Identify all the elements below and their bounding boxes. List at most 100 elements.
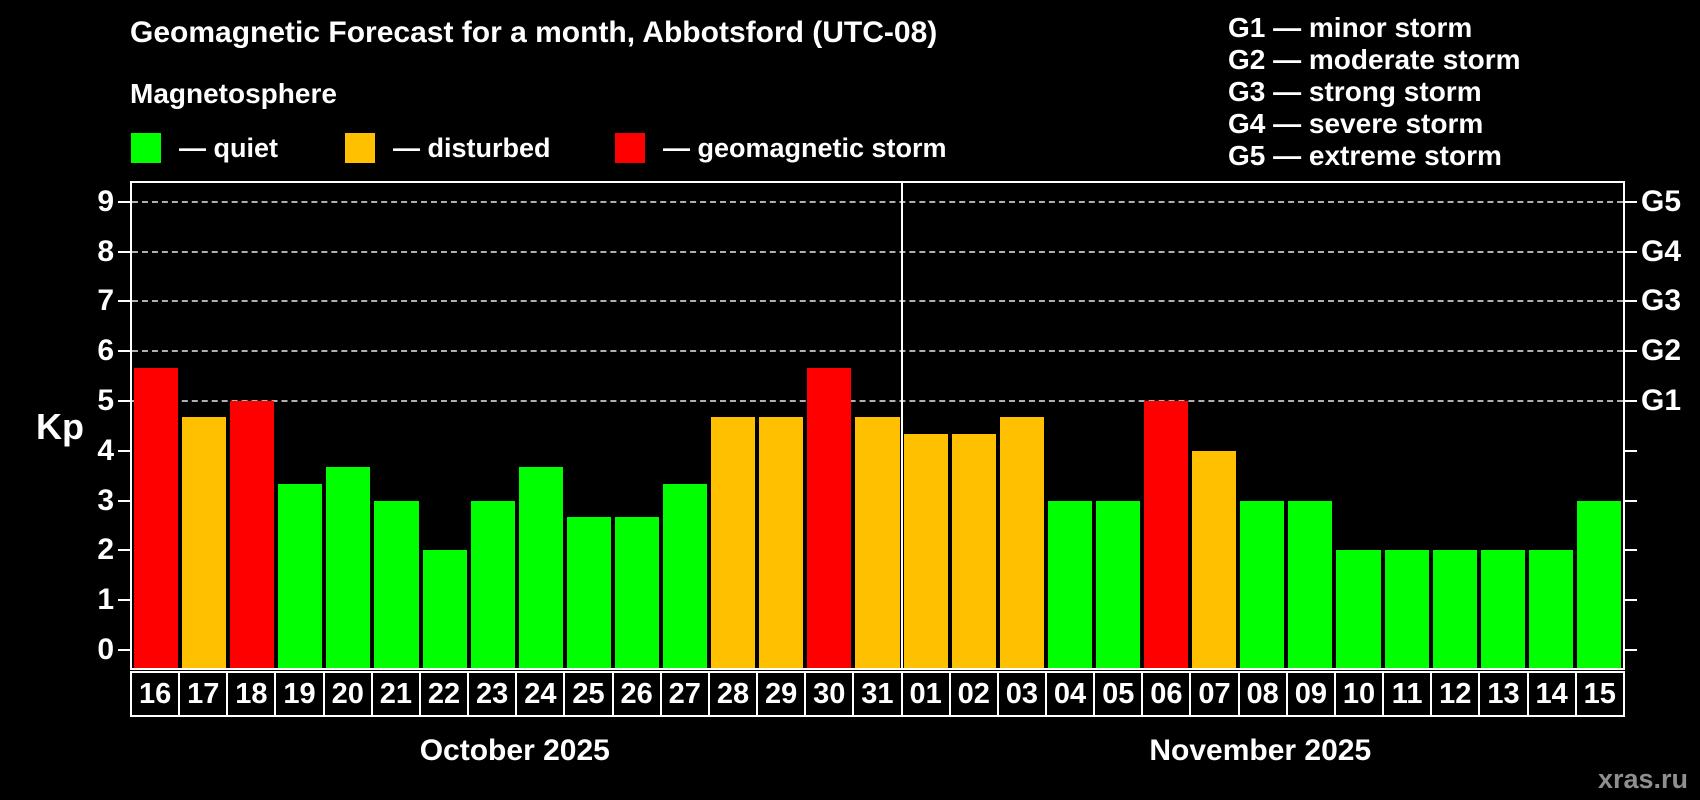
- kp-bar-day-18: [230, 401, 275, 668]
- day-label-29: 29: [756, 671, 807, 717]
- y-axis-tick-label-2: 2: [97, 533, 114, 567]
- month-label-november: November 2025: [1149, 734, 1372, 767]
- day-label-10: 10: [1333, 671, 1385, 717]
- kp-bar-day-13: [1480, 550, 1525, 668]
- kp-bar-day-20: [326, 467, 371, 668]
- kp-bar-day-10: [1336, 550, 1381, 668]
- day-label-28: 28: [707, 671, 759, 717]
- kp-bar-day-25: [566, 517, 611, 668]
- day-label-05: 05: [1093, 671, 1144, 717]
- day-label-19: 19: [274, 671, 325, 717]
- disturbed-legend-label: — disturbed: [393, 133, 551, 163]
- day-label-31: 31: [852, 671, 903, 717]
- y-axis-tick-label-6: 6: [97, 334, 114, 368]
- kp-bar-day-16: [134, 367, 179, 668]
- y-axis-tick-label-7: 7: [97, 284, 114, 318]
- day-label-09: 09: [1285, 671, 1336, 717]
- gridline-kp6: [132, 350, 1623, 353]
- y-axis-tick-6: [118, 350, 130, 353]
- day-label-23: 23: [467, 671, 518, 717]
- day-label-03: 03: [996, 671, 1047, 717]
- right-axis-tick-3: [1625, 499, 1637, 502]
- y-axis-label: Kp: [36, 406, 84, 447]
- kp-bar-day-21: [374, 500, 419, 668]
- y-axis-tick-9: [118, 200, 130, 203]
- y-axis-tick-2: [118, 549, 130, 552]
- kp-bar-day-02: [951, 434, 996, 668]
- day-label-12: 12: [1430, 671, 1481, 717]
- y-axis-tick-3: [118, 499, 130, 502]
- day-label-08: 08: [1237, 671, 1288, 717]
- kp-bar-day-04: [1047, 500, 1092, 668]
- right-axis-label-g5: G5: [1641, 184, 1682, 218]
- right-axis-tick-0: [1625, 649, 1637, 651]
- gridline-kp7: [132, 300, 1623, 303]
- day-label-20: 20: [322, 671, 373, 717]
- day-label-25: 25: [563, 671, 614, 717]
- y-axis-tick-label-3: 3: [97, 483, 114, 517]
- right-axis-label-g3: G3: [1641, 284, 1682, 318]
- kp-bar-day-06: [1144, 401, 1189, 668]
- day-label-04: 04: [1044, 671, 1096, 717]
- day-label-17: 17: [178, 671, 229, 717]
- month-label-october: October 2025: [419, 734, 610, 767]
- right-axis-tick-2: [1625, 549, 1637, 552]
- right-axis-tick-1: [1625, 599, 1637, 602]
- kp-bar-day-05: [1095, 500, 1141, 668]
- y-axis-tick-label-9: 9: [97, 184, 114, 218]
- day-label-30: 30: [804, 671, 855, 717]
- y-axis-tick-8: [118, 250, 130, 253]
- day-label-06: 06: [1141, 671, 1192, 717]
- storm-scale-item-g1: G1 — minor storm: [1228, 12, 1473, 43]
- storm-scale-item-g3: G3 — strong storm: [1228, 76, 1482, 107]
- plot-area: 0 1 2 3 4 5 6 7 8 9 G1 G2 G3 G4 G5: [97, 181, 1681, 670]
- right-axis-tick-7: [1625, 300, 1637, 303]
- day-label-07: 07: [1189, 671, 1240, 717]
- right-axis-label-g2: G2: [1641, 334, 1682, 368]
- kp-bar-day-07: [1192, 450, 1237, 668]
- right-axis-label-g4: G4: [1641, 234, 1682, 268]
- y-axis-tick-4: [118, 449, 130, 452]
- kp-bar-day-11: [1384, 550, 1429, 668]
- kp-bar-day-29: [759, 417, 804, 668]
- quiet-legend-label: — quiet: [179, 133, 278, 163]
- storm-scale-item-g2: G2 — moderate storm: [1228, 44, 1521, 75]
- kp-bar-day-24: [518, 467, 563, 668]
- y-axis-tick-label-1: 1: [97, 583, 114, 617]
- chart-subtitle: Magnetosphere: [130, 78, 337, 109]
- day-label-26: 26: [611, 671, 662, 717]
- storm-legend-label: — geomagnetic storm: [663, 133, 947, 163]
- day-label-18: 18: [226, 671, 277, 717]
- right-axis-tick-6: [1625, 350, 1637, 353]
- gridline-kp9: [132, 200, 1623, 203]
- kp-bar-day-30: [807, 367, 852, 668]
- kp-bar-day-28: [711, 417, 756, 668]
- day-label-22: 22: [418, 671, 470, 717]
- y-axis-tick-label-4: 4: [97, 433, 114, 467]
- disturbed-legend-swatch: [345, 133, 375, 163]
- storm-legend-swatch: [615, 133, 645, 163]
- day-label-02: 02: [948, 671, 999, 717]
- day-label-13: 13: [1478, 671, 1529, 717]
- day-label-21: 21: [370, 671, 421, 717]
- storm-scale-item-g4: G4 — severe storm: [1228, 108, 1484, 139]
- quiet-legend-swatch: [131, 133, 161, 163]
- kp-bar-day-08: [1240, 500, 1285, 668]
- kp-bar-day-27: [663, 484, 708, 668]
- right-axis-tick-5: [1625, 400, 1637, 402]
- kp-bar-day-01: [903, 434, 948, 668]
- day-label-24: 24: [515, 671, 566, 717]
- kp-bar-day-31: [855, 417, 900, 668]
- y-axis-tick-1: [118, 599, 130, 602]
- y-axis-tick-label-0: 0: [97, 633, 114, 666]
- kp-bar-day-12: [1432, 550, 1477, 668]
- y-axis-tick-label-5: 5: [97, 384, 114, 417]
- right-axis-tick-8: [1625, 250, 1637, 253]
- gridline-kp8: [132, 250, 1623, 253]
- storm-scale-legend: G1 — minor storm G2 — moderate storm G3 — …: [1228, 12, 1521, 172]
- kp-bar-day-03: [999, 417, 1044, 668]
- y-axis-tick-5: [118, 400, 130, 402]
- y-axis-tick-label-8: 8: [97, 234, 114, 268]
- day-axis: 16 17 18 19 20 21 22 23 24 25 26 27 28 29 30 31 01 02 03 04…: [130, 671, 1625, 717]
